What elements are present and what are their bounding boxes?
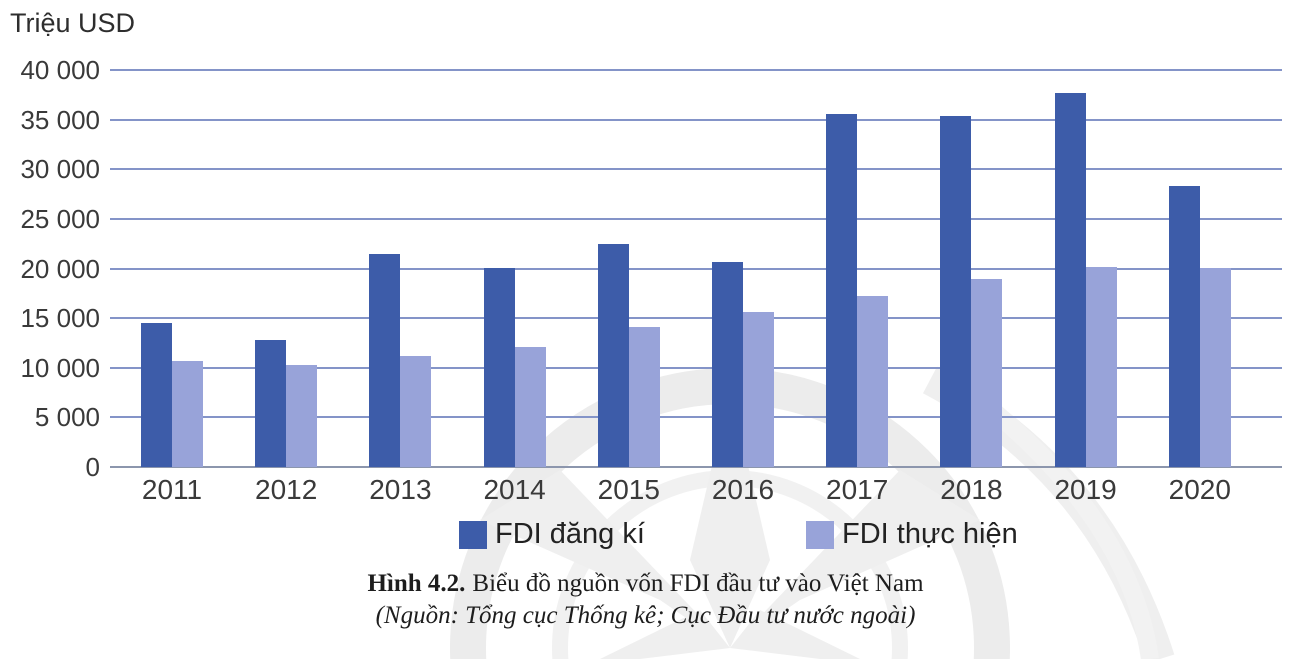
legend-label-fdi-dang-ki: FDI đăng kí <box>495 518 645 550</box>
xtick-2019: 2019 <box>1054 474 1117 505</box>
xtick-2012: 2012 <box>255 474 318 505</box>
bar-fdi-thuc-hien-2019 <box>1085 267 1117 467</box>
ytick-15000: 15 000 <box>20 303 100 334</box>
ytick-0: 0 <box>85 452 100 482</box>
gridline-30000 <box>110 168 1282 171</box>
figure-title: Biểu đồ nguồn vốn FDI đầu tư vào Việt Na… <box>472 570 924 597</box>
bar-fdi-dang-ki-2014 <box>483 268 515 467</box>
bar-fdi-dang-ki-2019 <box>1054 93 1086 467</box>
bar-fdi-thuc-hien-2015 <box>628 327 660 467</box>
xtick-2018: 2018 <box>940 474 1003 505</box>
bar-fdi-thuc-hien-2018 <box>971 279 1003 467</box>
bar-fdi-thuc-hien-2014 <box>514 347 546 467</box>
ytick-25000: 25 000 <box>20 203 100 234</box>
xtick-2017: 2017 <box>826 474 889 505</box>
figure-caption: Hình 4.2. Biểu đồ nguồn vốn FDI đầu tư và… <box>0 570 1291 598</box>
gridline-35000 <box>110 118 1282 121</box>
xtick-2011: 2011 <box>141 474 203 505</box>
ytick-10000: 10 000 <box>20 352 100 383</box>
bar-fdi-thuc-hien-2016 <box>743 312 774 467</box>
xtick-2020: 2020 <box>1168 474 1231 505</box>
gridline-10000 <box>110 366 1282 369</box>
ytick-35000: 35 000 <box>20 104 100 135</box>
xtick-2015: 2015 <box>597 474 660 505</box>
bar-fdi-dang-ki-2013 <box>369 254 401 467</box>
ytick-5000: 5 000 <box>34 402 100 433</box>
gridline-40000 <box>110 69 1282 71</box>
gridline-15000 <box>110 317 1282 320</box>
bar-fdi-dang-ki-2017 <box>826 114 858 467</box>
bar-fdi-thuc-hien-2020 <box>1199 268 1231 467</box>
figure-number: Hình 4.2. <box>367 570 466 597</box>
bar-fdi-dang-ki-2012 <box>255 340 287 467</box>
bar-fdi-thuc-hien-2012 <box>286 365 318 467</box>
bar-fdi-dang-ki-2015 <box>597 244 629 467</box>
ytick-30000: 30 000 <box>20 154 100 185</box>
bar-fdi-thuc-hien-2017 <box>857 296 889 467</box>
bar-fdi-dang-ki-2018 <box>940 116 972 467</box>
ytick-40000: 40 000 <box>20 55 100 85</box>
legend-swatch-fdi-dang-ki <box>459 521 487 549</box>
xtick-2013: 2013 <box>369 474 432 505</box>
y-axis-title: Triệu USD <box>10 8 136 38</box>
bar-fdi-thuc-hien-2011 <box>172 361 203 467</box>
bar-fdi-dang-ki-2016 <box>712 262 743 467</box>
gridline-25000 <box>110 217 1282 220</box>
bar-fdi-thuc-hien-2013 <box>400 356 432 467</box>
bar-fdi-dang-ki-2020 <box>1168 186 1200 467</box>
xtick-2014: 2014 <box>483 474 546 505</box>
xtick-2016: 2016 <box>711 474 775 505</box>
bar-fdi-dang-ki-2011 <box>141 323 172 467</box>
legend-label-fdi-thuc-hien: FDI thực hiện <box>842 518 1018 550</box>
figure-source: (Nguồn: Tổng cục Thống kê; Cục Đầu tư nư… <box>375 602 916 629</box>
gridline-20000 <box>110 267 1282 270</box>
ytick-20000: 20 000 <box>20 253 100 284</box>
legend-swatch-fdi-thuc-hien <box>806 521 834 549</box>
